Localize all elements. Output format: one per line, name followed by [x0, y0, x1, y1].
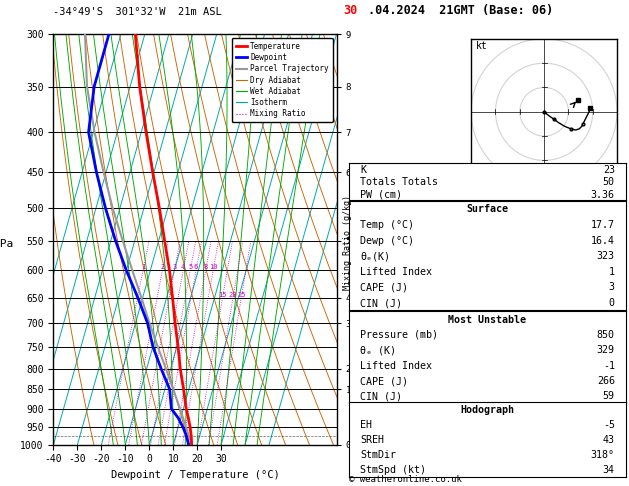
- Text: 318°: 318°: [591, 451, 615, 460]
- Text: 17.7: 17.7: [591, 220, 615, 230]
- Text: 3.36: 3.36: [591, 190, 615, 200]
- Text: -1: -1: [603, 361, 615, 371]
- Text: 2: 2: [160, 264, 165, 270]
- Text: 1: 1: [141, 264, 145, 270]
- Legend: Temperature, Dewpoint, Parcel Trajectory, Dry Adiabat, Wet Adiabat, Isotherm, Mi: Temperature, Dewpoint, Parcel Trajectory…: [232, 38, 333, 122]
- Text: θₑ (K): θₑ (K): [360, 345, 396, 355]
- Y-axis label: hPa: hPa: [0, 239, 14, 249]
- Text: -5: -5: [603, 420, 615, 430]
- Text: SREH: SREH: [360, 435, 384, 445]
- Text: Pressure (mb): Pressure (mb): [360, 330, 438, 340]
- Text: 1: 1: [609, 267, 615, 277]
- Text: Temp (°C): Temp (°C): [360, 220, 414, 230]
- Text: 25: 25: [237, 292, 245, 298]
- Text: 59: 59: [603, 391, 615, 401]
- Text: 16.4: 16.4: [591, 236, 615, 245]
- Text: StmSpd (kt): StmSpd (kt): [360, 466, 426, 475]
- X-axis label: Dewpoint / Temperature (°C): Dewpoint / Temperature (°C): [111, 470, 279, 480]
- Text: Lifted Index: Lifted Index: [360, 267, 432, 277]
- Text: 50: 50: [603, 177, 615, 187]
- Text: -34°49'S  301°32'W  21m ASL: -34°49'S 301°32'W 21m ASL: [53, 7, 222, 17]
- Text: 10: 10: [209, 264, 218, 270]
- Text: kt: kt: [476, 41, 488, 51]
- Text: 850: 850: [597, 330, 615, 340]
- Text: 329: 329: [597, 345, 615, 355]
- Y-axis label: km
ASL: km ASL: [365, 230, 381, 249]
- Text: StmDir: StmDir: [360, 451, 396, 460]
- Text: CIN (J): CIN (J): [360, 298, 402, 308]
- Text: Most Unstable: Most Unstable: [448, 314, 526, 325]
- Text: 266: 266: [597, 376, 615, 386]
- Text: 4: 4: [181, 264, 186, 270]
- Text: CIN (J): CIN (J): [360, 391, 402, 401]
- Text: Lifted Index: Lifted Index: [360, 361, 432, 371]
- Text: 8: 8: [203, 264, 208, 270]
- Text: 23: 23: [603, 165, 615, 174]
- Text: 3: 3: [609, 282, 615, 293]
- Text: K: K: [360, 165, 366, 174]
- Text: 5: 5: [188, 264, 192, 270]
- Text: 20: 20: [229, 292, 237, 298]
- Text: 30: 30: [343, 4, 357, 17]
- Text: CAPE (J): CAPE (J): [360, 282, 408, 293]
- Text: Totals Totals: Totals Totals: [360, 177, 438, 187]
- Text: 0: 0: [609, 298, 615, 308]
- Text: 6: 6: [194, 264, 198, 270]
- Text: CAPE (J): CAPE (J): [360, 376, 408, 386]
- Text: θₑ(K): θₑ(K): [360, 251, 390, 261]
- Text: 15: 15: [218, 292, 227, 298]
- Text: Hodograph: Hodograph: [460, 405, 515, 415]
- Text: 3: 3: [172, 264, 177, 270]
- Text: 34: 34: [603, 466, 615, 475]
- Text: 323: 323: [597, 251, 615, 261]
- Text: 43: 43: [603, 435, 615, 445]
- Text: © weatheronline.co.uk: © weatheronline.co.uk: [349, 475, 462, 484]
- Text: EH: EH: [360, 420, 372, 430]
- Text: Dewp (°C): Dewp (°C): [360, 236, 414, 245]
- Text: LCL: LCL: [357, 432, 371, 440]
- Text: Surface: Surface: [467, 204, 508, 214]
- Text: PW (cm): PW (cm): [360, 190, 402, 200]
- Text: Mixing Ratio (g/kg): Mixing Ratio (g/kg): [343, 195, 352, 291]
- Text: .04.2024  21GMT (Base: 06): .04.2024 21GMT (Base: 06): [368, 4, 554, 17]
